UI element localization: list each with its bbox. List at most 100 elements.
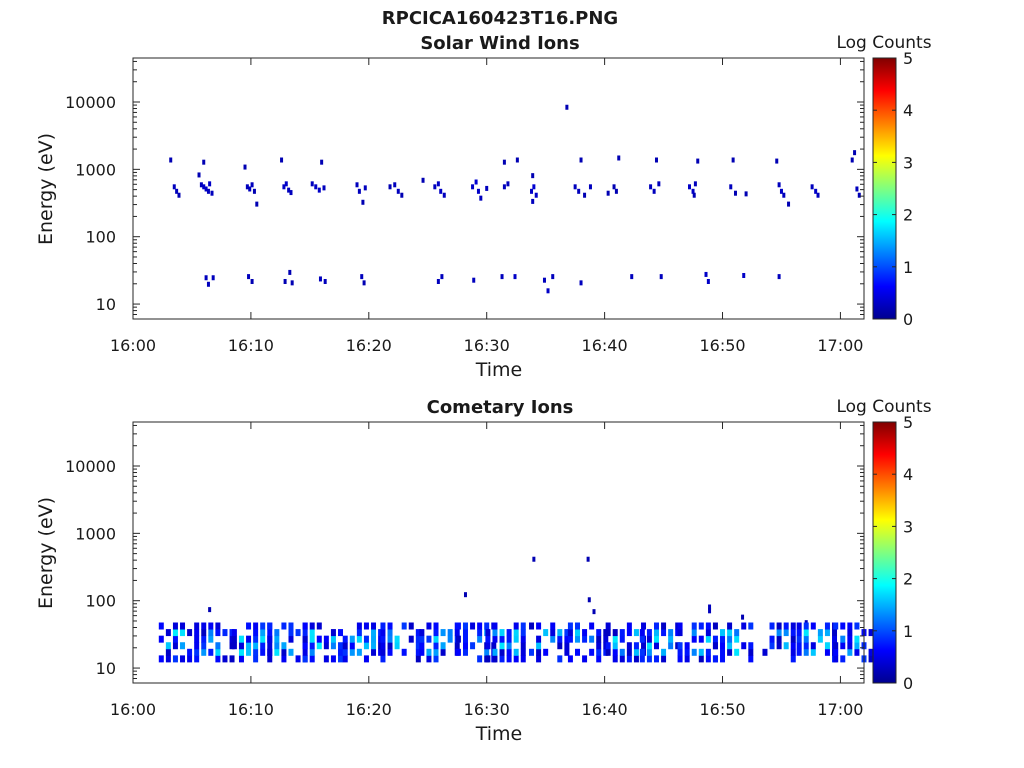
burst-cell — [462, 622, 468, 630]
burst-cell — [513, 655, 519, 663]
burst-cell — [492, 655, 498, 663]
burst-cell — [564, 648, 570, 656]
colorbar-ticks: 0 1 2 3 4 5 — [873, 49, 913, 329]
burst-cell — [684, 648, 690, 656]
burst-cell — [653, 629, 659, 637]
burst-cell — [302, 642, 308, 650]
burst-cell — [316, 622, 322, 630]
burst-cell — [208, 648, 214, 656]
burst-cell — [520, 635, 526, 643]
burst-cell — [513, 629, 519, 637]
colorbar-tick-label: 4 — [903, 101, 913, 120]
burst-cell — [762, 648, 768, 656]
burst-cell — [484, 622, 490, 630]
burst-cell — [238, 635, 244, 643]
figure-title: RPCICA160423T16.PNG — [382, 8, 618, 29]
data-point — [502, 184, 506, 190]
data-point — [857, 192, 861, 198]
burst-cell — [215, 642, 221, 650]
burst-cell — [796, 635, 802, 643]
data-point — [649, 184, 653, 190]
data-point — [433, 184, 437, 190]
burst-cell — [646, 642, 652, 650]
burst-cell — [215, 629, 221, 637]
data-point — [654, 157, 658, 163]
burst-cell — [567, 622, 573, 630]
burst-cell — [641, 622, 647, 630]
burst-cell — [342, 642, 348, 650]
data-point — [248, 186, 252, 192]
burst-cell — [840, 622, 846, 630]
burst-cell — [194, 655, 200, 663]
burst-cell — [433, 655, 439, 663]
burst-cell — [769, 635, 775, 643]
burst-cell — [165, 655, 171, 663]
data-point — [779, 188, 783, 194]
data-point — [565, 104, 569, 110]
burst-cell — [543, 648, 549, 656]
burst-cell — [499, 655, 505, 663]
data-point — [323, 278, 327, 284]
data-point — [472, 277, 476, 283]
burst-cell — [639, 635, 645, 643]
burst-cell — [201, 635, 207, 643]
data-point — [688, 184, 692, 190]
burst-cell — [612, 629, 618, 637]
colorbar-ticks: 0 1 2 3 4 5 — [873, 413, 913, 693]
data-point — [471, 184, 475, 190]
burst-cell — [520, 642, 526, 650]
colorbar: Log Counts 0 1 2 3 4 5 — [836, 33, 931, 329]
burst-cell — [817, 635, 823, 643]
burst-cell — [646, 655, 652, 663]
burst-cell — [567, 629, 573, 637]
burst-cell — [705, 648, 711, 656]
burst-cell — [274, 648, 280, 656]
burst-cell — [639, 655, 645, 663]
colorbar-gradient — [872, 421, 897, 684]
burst-cell — [824, 642, 830, 650]
x-tick-label: 16:40 — [582, 700, 628, 719]
burst-cell — [639, 648, 645, 656]
burst-cell — [260, 648, 266, 656]
burst-cell — [748, 655, 754, 663]
burst-cell — [415, 642, 421, 650]
burst-cell — [408, 635, 414, 643]
burst — [380, 622, 421, 663]
data-point — [172, 184, 176, 190]
burst-cell — [741, 622, 747, 630]
burst-cell — [426, 635, 432, 643]
burst-cell — [342, 655, 348, 663]
burst-cell — [868, 629, 874, 637]
data-point — [202, 184, 206, 190]
data-point — [579, 157, 583, 163]
burst-cell — [309, 655, 315, 663]
burst-cell — [626, 642, 632, 650]
data-point — [532, 556, 536, 562]
burst-cell — [506, 635, 512, 643]
burst-cell — [605, 642, 611, 650]
burst-cell — [253, 642, 259, 650]
burst-cell — [677, 622, 683, 630]
burst-cell — [260, 629, 266, 637]
burst-cell — [267, 635, 273, 643]
burst-cell — [499, 648, 505, 656]
data-point — [546, 288, 550, 294]
colorbar-tick-label: 0 — [903, 310, 913, 329]
data-point — [573, 184, 577, 190]
y-tick-label: 10 — [96, 295, 116, 314]
burst-cell — [433, 648, 439, 656]
burst-cell — [380, 655, 386, 663]
burst-cell — [529, 648, 535, 656]
data-point — [485, 185, 489, 191]
burst-cell — [612, 655, 618, 663]
x-tick-label: 16:10 — [228, 700, 274, 719]
burst-cell — [646, 648, 652, 656]
y-tick-label: 10000 — [65, 93, 116, 112]
burst-cell — [639, 629, 645, 637]
burst-cell — [705, 635, 711, 643]
data-point — [657, 181, 661, 187]
burst-cell — [477, 622, 483, 630]
burst-cell — [783, 629, 789, 637]
burst-cell — [440, 642, 446, 650]
